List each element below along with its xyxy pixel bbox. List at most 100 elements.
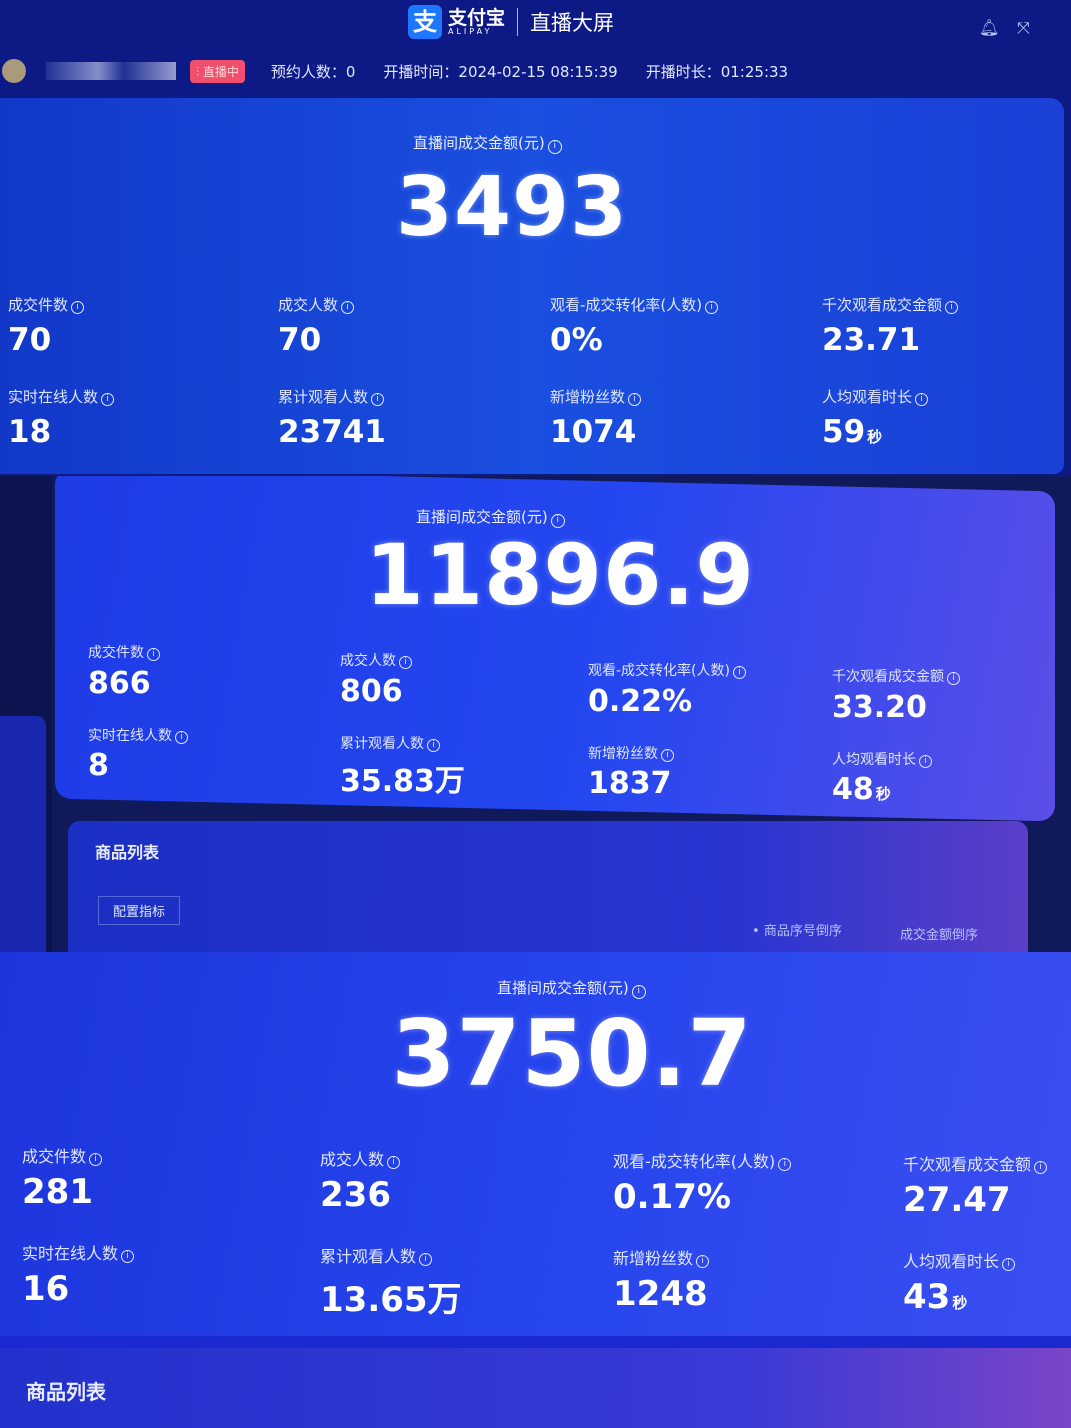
live-badge-text: 直播中 [202, 64, 239, 79]
product-list-card [68, 821, 1028, 952]
metric-label-text: 新增粉丝数 [550, 388, 626, 406]
info-icon[interactable]: i [547, 140, 562, 154]
metric-value: 16 [22, 1269, 71, 1309]
metric-label-text: 观看-成交转化率(人数) [613, 1152, 776, 1171]
info-icon[interactable]: i [696, 1255, 710, 1268]
metric-value-text: 33.20 [832, 690, 927, 725]
info-icon[interactable]: i [628, 393, 642, 406]
info-icon[interactable]: i [1034, 1161, 1048, 1174]
info-icon[interactable]: i [1002, 1258, 1016, 1271]
metric-label: 累计观看人数 i [340, 733, 440, 753]
dashboard-screenshot-2: 商品列表 配置指标 • 商品序号倒序 成交金额倒序 直播间成交金额(元) i 118… [0, 476, 1071, 952]
info-icon[interactable]: i [101, 393, 115, 406]
info-icon[interactable]: i [631, 985, 646, 999]
info-icon[interactable]: i [661, 749, 674, 762]
metric-label: 新增粉丝数 i [613, 1245, 710, 1269]
metric-value-text: 1248 [613, 1274, 708, 1314]
metric-label-text: 成交件数 [8, 296, 69, 314]
metric-label: 观看-成交转化率(人数) i [550, 294, 719, 315]
metric-value: 866 [88, 666, 153, 701]
metric-value: 281 [22, 1172, 95, 1212]
configure-metrics-button[interactable]: 配置指标 [98, 896, 181, 925]
info-icon[interactable]: i [919, 755, 932, 768]
metric-label-text: 累计观看人数 [320, 1247, 417, 1266]
product-list-title: 商品列表 [95, 843, 160, 862]
metric-value: 236 [320, 1175, 393, 1215]
metric-label-text: 实时在线人数 [8, 388, 99, 406]
metric-label-text: 千次观看成交金额 [832, 669, 944, 685]
gmv-value: 11896.9 [365, 526, 755, 624]
metric-label: 成交人数 i [320, 1146, 401, 1170]
metric-value-text: 806 [340, 674, 403, 709]
metric-value: 0.17% [613, 1177, 733, 1217]
metric-value-text: 1837 [588, 766, 672, 801]
metric-label: 人均观看时长 i [903, 1248, 1016, 1272]
reservation-count: 预约人数：0 [270, 62, 356, 81]
info-icon[interactable]: i [175, 731, 188, 744]
metric-value-text: 48 [832, 772, 874, 807]
metric-label: 成交件数 i [22, 1143, 103, 1167]
metric-label: 新增粉丝数 i [550, 386, 642, 407]
metric-label: 观看-成交转化率(人数) i [613, 1148, 792, 1172]
metric-label: 成交人数 i [278, 294, 355, 315]
bell-icon[interactable]: 🔔︎ [979, 18, 1000, 37]
info-icon[interactable]: i [945, 301, 959, 314]
gmv-label: 直播间成交金额(元) i [497, 977, 646, 999]
alipay-logo-icon: 支 [408, 5, 442, 39]
info-icon[interactable]: i [705, 301, 719, 314]
fullscreen-icon[interactable]: ⤧ [1017, 18, 1030, 37]
info-icon[interactable]: i [71, 301, 85, 314]
metric-value-text: 43 [903, 1277, 951, 1317]
info-icon[interactable]: i [341, 301, 355, 314]
sidebar-fragment [0, 716, 46, 952]
metric-value-text: 18 [8, 414, 52, 450]
metric-label: 千次观看成交金额 i [822, 294, 959, 315]
metric-label-text: 千次观看成交金额 [903, 1155, 1032, 1174]
metrics-card [0, 952, 1071, 1336]
info-icon[interactable]: i [550, 514, 565, 528]
alipay-logo: 支 支付宝 ALIPAY 直播大屏 [408, 5, 614, 39]
blurred-account-name [46, 62, 176, 80]
avatar [2, 59, 26, 83]
metric-value: 35.83万 [340, 756, 467, 800]
metric-label-text: 实时在线人数 [88, 728, 172, 744]
info-icon[interactable]: i [387, 1156, 401, 1169]
metric-value-text: 23.71 [822, 322, 921, 358]
metric-unit: 秒 [952, 1294, 968, 1312]
metric-label-text: 人均观看时长 [903, 1252, 1000, 1271]
metric-label-text: 观看-成交转化率(人数) [550, 296, 703, 314]
logo-sub: ALIPAY [448, 26, 493, 36]
info-icon[interactable]: i [89, 1153, 103, 1166]
metric-label-text: 成交人数 [340, 653, 396, 669]
metric-value: 70 [278, 322, 323, 358]
info-icon[interactable]: i [732, 666, 746, 679]
metric-value-text: 8 [88, 748, 109, 783]
metric-value-text: 0% [550, 322, 603, 358]
metric-value: 70 [8, 322, 53, 358]
info-icon[interactable]: i [419, 1253, 433, 1266]
metric-label: 成交件数 i [8, 294, 85, 315]
metric-value-text: 866 [88, 666, 151, 701]
sort-by-product-index[interactable]: • 商品序号倒序 [752, 924, 842, 939]
sort-by-gmv[interactable]: 成交金额倒序 [900, 928, 979, 943]
info-icon[interactable]: i [399, 656, 412, 669]
metric-value: 27.47 [903, 1180, 1013, 1220]
info-icon[interactable]: i [121, 1250, 135, 1263]
metrics-card [0, 98, 1064, 474]
info-icon[interactable]: i [947, 672, 960, 685]
gmv-value: 3750.7 [391, 1000, 753, 1107]
gmv-value: 3493 [395, 160, 629, 255]
info-icon[interactable]: i [778, 1158, 792, 1171]
info-icon[interactable]: i [147, 648, 160, 661]
metric-value-text: 59 [822, 414, 866, 450]
gmv-label-text: 直播间成交金额(元) [413, 134, 545, 152]
info-icon[interactable]: i [427, 739, 440, 752]
info-icon[interactable]: i [371, 393, 385, 406]
metric-value: 48 秒 [832, 772, 891, 807]
info-icon[interactable]: i [915, 393, 929, 406]
gmv-label: 直播间成交金额(元) i [413, 132, 562, 154]
metric-label-text: 观看-成交转化率(人数) [588, 663, 730, 679]
metric-value-text: 236 [320, 1175, 391, 1215]
metric-label: 实时在线人数 i [88, 725, 188, 745]
metric-unit: 秒 [875, 785, 891, 803]
